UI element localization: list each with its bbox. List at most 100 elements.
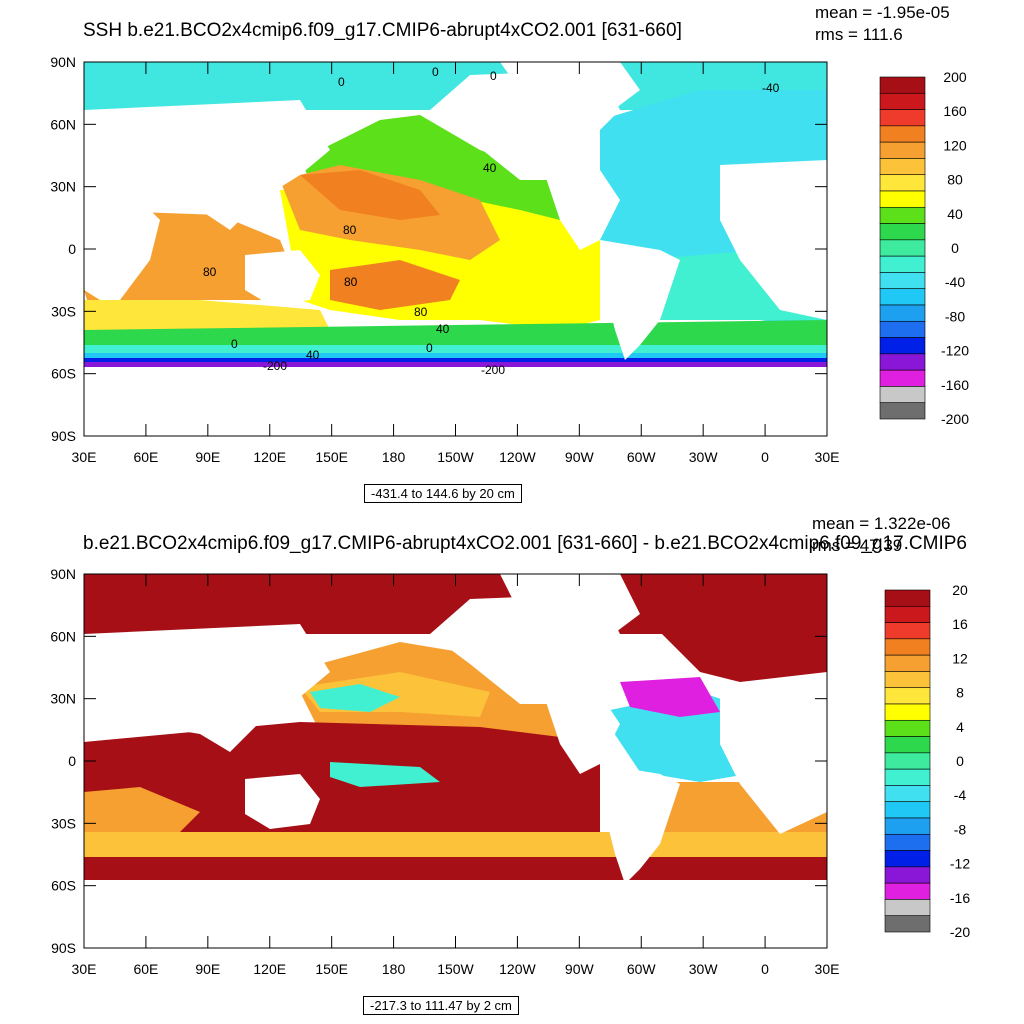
ssh-range-box: -431.4 to 144.6 by 20 cm xyxy=(364,484,522,503)
colorbar-swatch xyxy=(884,703,931,721)
contour-label: 40 xyxy=(306,348,320,362)
colorbar-swatch xyxy=(884,817,931,835)
lon-tick-label: 90W xyxy=(565,449,595,465)
lon-tick-label: 60W xyxy=(627,449,657,465)
colorbar-swatch xyxy=(884,882,931,900)
lon-tick-label: 30E xyxy=(815,961,840,977)
colorbar-swatch xyxy=(884,654,931,672)
colorbar-label: 0 xyxy=(956,753,964,769)
colorbar-swatch xyxy=(879,223,926,241)
ssh-rms: rms = 111.6 xyxy=(815,25,903,44)
ssh-map: 0 0 0 -40 40 80 80 80 80 40 0 0 -200 40 … xyxy=(50,54,969,465)
colorbar-swatch xyxy=(884,915,931,933)
lon-tick-label: 120E xyxy=(253,961,286,977)
colorbar-label: 40 xyxy=(947,206,963,222)
contour-label: 80 xyxy=(343,223,357,237)
ssh-panel: SSH b.e21.BCO2x4cmip6.f09_g17.CMIP6-abru… xyxy=(50,4,969,503)
lon-tick-label: 30E xyxy=(815,449,840,465)
colorbar-label: 8 xyxy=(956,685,964,701)
diff-mean: mean = 1.322e-06 xyxy=(812,514,951,533)
colorbar-label: 20 xyxy=(952,582,968,598)
colorbar-label: 0 xyxy=(951,240,959,256)
colorbar-label: 12 xyxy=(952,650,968,666)
lon-tick-label: 60W xyxy=(627,961,657,977)
colorbar-label: -40 xyxy=(945,274,965,290)
colorbar-swatch xyxy=(884,785,931,803)
colorbar-swatch xyxy=(879,369,926,387)
diff-lon-labels: 30E 60E 90E 120E 150E 180 150W 120W 90W 60W 30W 0 30… xyxy=(72,961,840,977)
colorbar-swatch xyxy=(884,850,931,868)
contour-label: 80 xyxy=(414,305,428,319)
lat-tick-label: 0 xyxy=(68,241,76,257)
contour-label: 80 xyxy=(344,275,358,289)
lon-tick-label: 120E xyxy=(253,449,286,465)
lon-tick-label: 90E xyxy=(195,961,220,977)
colorbar-label: 200 xyxy=(943,69,967,85)
colorbar-swatch xyxy=(879,353,926,371)
colorbar-label: 16 xyxy=(952,616,968,632)
lon-tick-label: 30E xyxy=(72,961,97,977)
lon-tick-label: 120W xyxy=(499,961,536,977)
contour-label: -200 xyxy=(263,359,287,373)
lon-tick-label: 30W xyxy=(689,449,719,465)
colorbar-label: -160 xyxy=(941,377,969,393)
lon-tick-label: 150E xyxy=(315,961,348,977)
diff-panel: b.e21.BCO2x4cmip6.f09_g17.CMIP6-abrupt4x… xyxy=(0,512,1024,1024)
lon-tick-label: 150W xyxy=(437,961,474,977)
lat-tick-label: 90N xyxy=(50,54,76,70)
colorbar-label: -200 xyxy=(941,411,969,427)
ssh-contour-labels: 0 0 0 -40 40 80 80 80 80 40 0 0 -200 40 … xyxy=(203,65,780,377)
colorbar-label: 4 xyxy=(956,719,964,735)
colorbar-label: -4 xyxy=(954,787,967,803)
lon-tick-label: 90W xyxy=(565,961,595,977)
colorbar-swatch xyxy=(879,255,926,273)
lat-tick-label: 60S xyxy=(51,366,76,382)
colorbar-swatch xyxy=(884,899,931,917)
colorbar-label: -8 xyxy=(954,821,967,837)
colorbar-swatch xyxy=(879,272,926,290)
lat-tick-label: 60S xyxy=(51,878,76,894)
lon-tick-label: 60E xyxy=(133,961,158,977)
colorbar-swatch xyxy=(884,589,931,607)
colorbar-swatch xyxy=(884,768,931,786)
lon-tick-label: 0 xyxy=(761,449,769,465)
contour-label: -40 xyxy=(762,81,780,95)
colorbar-swatch xyxy=(884,622,931,640)
colorbar-swatch xyxy=(884,801,931,819)
colorbar-swatch xyxy=(884,719,931,737)
colorbar-label: -12 xyxy=(950,856,970,872)
lon-tick-label: 120W xyxy=(499,449,536,465)
colorbar-swatch xyxy=(884,833,931,851)
ssh-lon-labels: 30E 60E 90E 120E 150E 180 150W 120W 90W 60W 30W 0 30… xyxy=(72,449,840,465)
diff-map: 90N 60N 30N 0 30S 60S 90S 30E 60E 90E 120E 150E 180… xyxy=(50,566,970,977)
lon-tick-label: 60E xyxy=(133,449,158,465)
colorbar-swatch xyxy=(879,402,926,420)
lon-tick-label: 30E xyxy=(72,449,97,465)
colorbar-swatch xyxy=(884,752,931,770)
lon-tick-label: 90E xyxy=(195,449,220,465)
colorbar-label: -80 xyxy=(945,308,965,324)
lat-tick-label: 0 xyxy=(68,753,76,769)
colorbar-swatch xyxy=(879,304,926,322)
diff-lat-labels: 90N 60N 30N 0 30S 60S 90S xyxy=(50,566,76,956)
ssh-lat-labels: 90N 60N 30N 0 30S 60S 90S xyxy=(50,54,76,444)
colorbar-swatch xyxy=(879,158,926,176)
lat-tick-label: 60N xyxy=(50,116,76,132)
ssh-title: SSH b.e21.BCO2x4cmip6.f09_g17.CMIP6-abru… xyxy=(83,20,682,41)
diff-ticks xyxy=(83,573,828,949)
contour-label: 0 xyxy=(231,337,238,351)
colorbar-label: -16 xyxy=(950,890,970,906)
colorbar-swatch xyxy=(879,92,926,110)
colorbar-label: 80 xyxy=(947,172,963,188)
colorbar-swatch xyxy=(884,687,931,705)
ssh-ticks xyxy=(83,61,828,437)
contour-label: 0 xyxy=(426,341,433,355)
colorbar-swatch xyxy=(879,337,926,355)
colorbar-swatch xyxy=(879,190,926,208)
lat-tick-label: 90S xyxy=(51,428,76,444)
colorbar-swatch xyxy=(879,239,926,257)
contour-label: 40 xyxy=(436,322,450,336)
colorbar-swatch xyxy=(879,76,926,94)
diff-rms: rms = 47.39 xyxy=(812,536,903,555)
colorbar-swatch xyxy=(879,174,926,192)
